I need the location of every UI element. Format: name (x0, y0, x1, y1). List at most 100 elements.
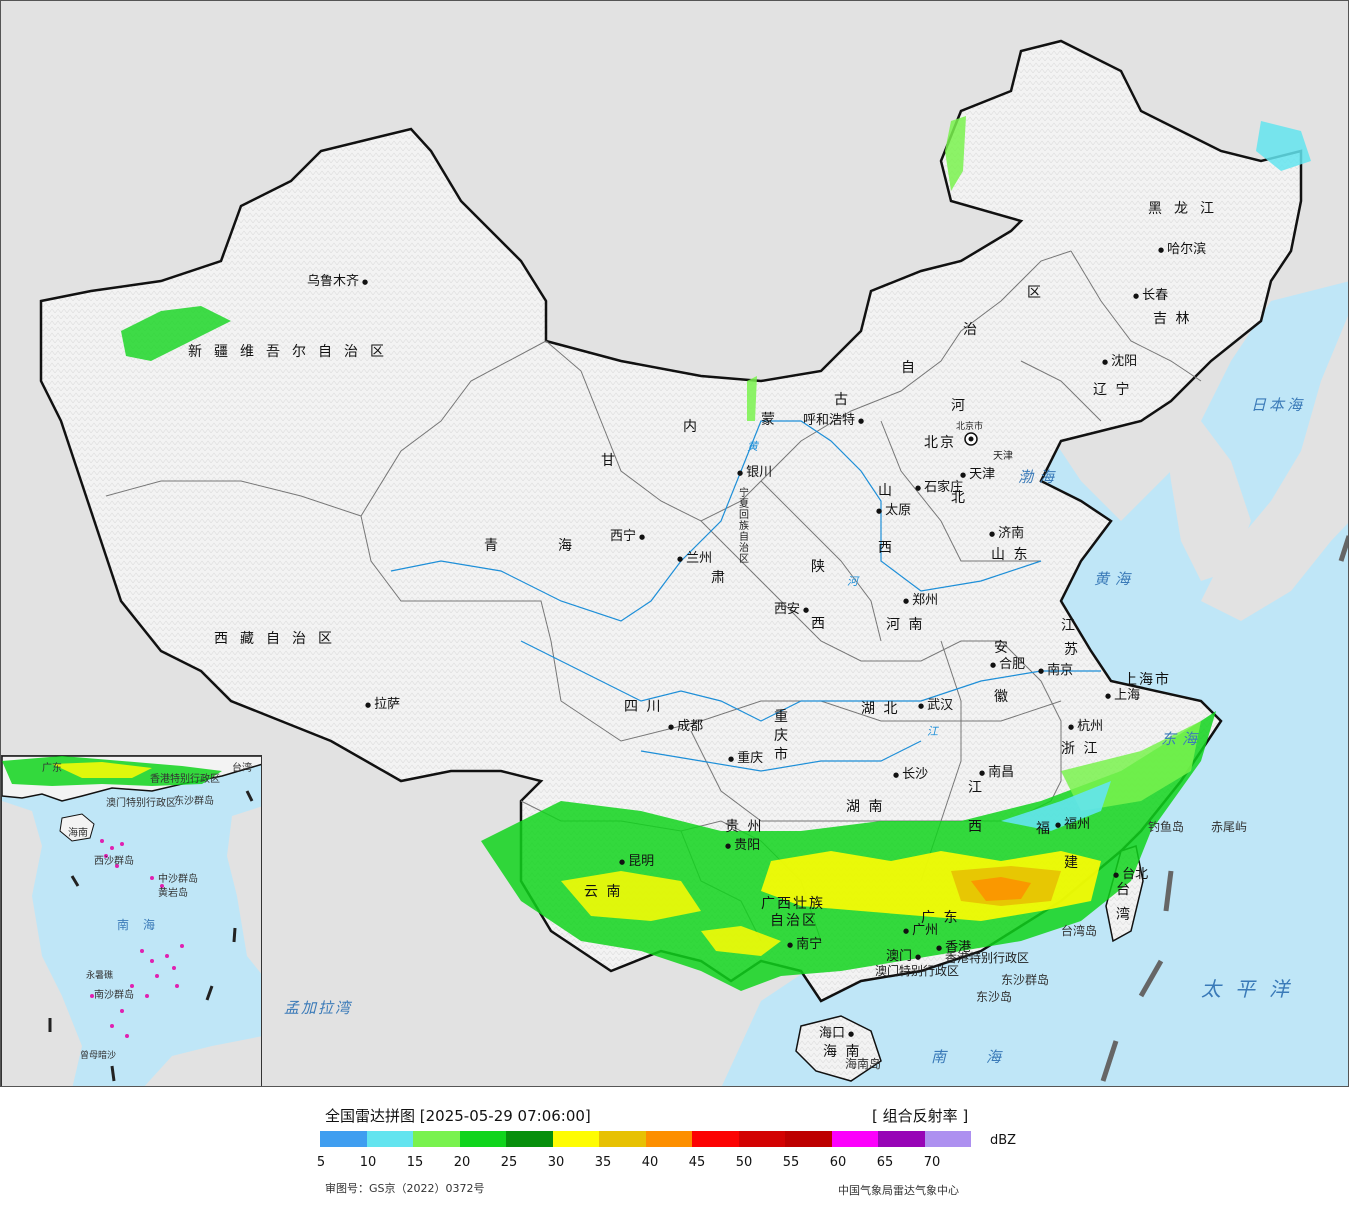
legend-swatch (413, 1131, 460, 1147)
legend-swatch (366, 1131, 413, 1147)
legend-tick-label: 25 (500, 1155, 518, 1170)
province-jiangsu-2: 苏 (1064, 642, 1080, 658)
legend-swatch (506, 1131, 553, 1147)
province-gansu: 甘 (601, 453, 617, 469)
sea-huanghai: 黄海 (1094, 570, 1137, 588)
city-changchun: 长春 (1133, 284, 1168, 303)
city-zhengzhou: 郑州 (903, 589, 938, 608)
city-urumqi: 乌鲁木齐 (307, 270, 368, 289)
island-taiwan-dao: 台湾岛 (1061, 924, 1098, 938)
legend-tick-label: 20 (453, 1155, 471, 1170)
inset-yongshu: 永暑礁 (86, 971, 114, 981)
province-taiwan-2: 湾 (1116, 907, 1132, 923)
city-yinchuan: 银川 (737, 461, 772, 480)
legend-tick-label: 40 (641, 1155, 659, 1170)
city-hohhot: 呼和浩特 (803, 409, 864, 428)
legend-tick-label: 55 (782, 1155, 800, 1170)
province-neimeng-2: 蒙 (761, 412, 777, 428)
city-shenyang: 沈阳 (1102, 350, 1137, 369)
legend-swatch (692, 1131, 739, 1147)
sea-nanhai: 南海 (931, 1048, 1042, 1066)
province-xinjiang: 新疆维吾尔自治区 (188, 344, 396, 360)
legend-color-bar (320, 1131, 971, 1147)
city-chongqing: 重庆 (728, 747, 763, 766)
legend-tick-label: 30 (547, 1155, 565, 1170)
province-anhui-2: 徽 (994, 689, 1010, 705)
korea-land (1161, 401, 1251, 581)
sea-riben: 日本海 (1251, 396, 1306, 414)
inset-reef-dots (90, 839, 184, 1038)
city-hangzhou: 杭州 (1068, 715, 1103, 734)
province-guangxi-2: 自治区 (770, 913, 818, 929)
province-hebei-1: 河 (951, 398, 967, 414)
legend-tick-label: 10 (359, 1155, 377, 1170)
river-huanghe: 黄 (747, 440, 758, 453)
province-hubei: 湖 北 (861, 701, 900, 717)
province-jiangxi-1: 江 (968, 780, 984, 796)
city-nanchang: 南昌 (979, 761, 1014, 780)
city-beijing: 北京 (924, 435, 956, 451)
province-jiangsu-1: 江 (1061, 618, 1077, 634)
sea-bohai: 渤海 (1018, 468, 1061, 486)
inset-macau: 澳门特别行政区 (106, 798, 176, 809)
legend-swatch (878, 1131, 925, 1147)
legend-swatch (552, 1131, 599, 1147)
legend-tick-label: 70 (923, 1155, 941, 1170)
province-liaoning: 辽 宁 (1093, 382, 1132, 398)
inset-dongsha: 东沙群岛 (174, 796, 214, 807)
province-macau: 澳门特别行政区 (875, 964, 960, 978)
province-neimeng-3: 古 (834, 392, 850, 408)
province-neimeng-5: 治 (963, 322, 979, 338)
city-shijiazhuang: 石家庄 (915, 476, 963, 495)
inset-maritime-boundary (48, 790, 254, 1082)
legend-swatch (924, 1131, 971, 1147)
city-lanzhou: 兰州 (677, 547, 712, 566)
inset-taiwan: 台湾 (232, 763, 252, 774)
city-fuzhou: 福州 (1055, 813, 1090, 832)
province-fujian-2: 建 (1064, 855, 1080, 871)
city-taibei: 台北 (1113, 863, 1148, 882)
city-changsha: 长沙 (893, 763, 928, 782)
inset-borneo (144, 1036, 261, 1086)
province-sichuan: 四 川 (624, 699, 663, 715)
city-hongkong: 香港 (936, 936, 971, 955)
river-changjiang: 江 (927, 725, 938, 738)
province-hunan: 湖 南 (846, 799, 885, 815)
river-huanghe-2: 河 (847, 575, 858, 588)
province-chongqing: 重庆市 (774, 709, 790, 763)
legend-product: [ 组合反射率 ] (872, 1107, 969, 1125)
inset-echo-yellow (52, 762, 152, 778)
inset-hongkong: 香港特别行政区 (150, 774, 220, 785)
inset-philippines (227, 806, 261, 974)
city-kunming: 昆明 (619, 850, 654, 869)
legend-tick-label: 60 (829, 1155, 847, 1170)
maritime-boundary (1100, 535, 1348, 1082)
city-xining: 西宁 (610, 525, 645, 544)
inset-zhongsha: 中沙群岛 (158, 874, 198, 885)
province-ningxia: 宁夏回族自治区 (739, 488, 749, 565)
city-chengdu: 成都 (668, 715, 703, 734)
island-diaoyu: 钓鱼岛 (1148, 820, 1185, 834)
legend-swatch (738, 1131, 785, 1147)
island-dongsha-dao: 东沙岛 (976, 990, 1013, 1004)
province-qinghai-2: 海 (558, 538, 574, 554)
review-number: 审图号：GS京（2022）0372号 (325, 1182, 485, 1195)
city-nanning: 南宁 (787, 933, 822, 952)
island-dongsha-qundao: 东沙群岛 (1001, 973, 1050, 987)
island-hainan-dao: 海南岛 (845, 1057, 882, 1071)
inset-foreign-land (2, 801, 82, 1086)
legend-tick-label: 15 (406, 1155, 424, 1170)
legend-unit: dBZ (990, 1133, 1017, 1148)
rivers (390, 420, 1101, 772)
province-shanxi-2: 西 (878, 540, 894, 556)
sea-taipingyang: 太平洋 (1201, 977, 1303, 1001)
legend-panel: 全国雷达拼图 [2025-05-29 07:06:00] [ 组合反射率 ] d… (0, 1087, 1349, 1208)
legend-swatch (831, 1131, 878, 1147)
inset-hainan: 海南 (68, 828, 88, 839)
city-guiyang: 贵阳 (725, 834, 760, 853)
province-guangxi-1: 广西壮族 (761, 896, 825, 912)
province-neimeng-1: 内 (683, 419, 699, 435)
province-shanxi-1: 山 (878, 483, 894, 499)
legend-swatch (785, 1131, 832, 1147)
legend-swatch (645, 1131, 692, 1147)
